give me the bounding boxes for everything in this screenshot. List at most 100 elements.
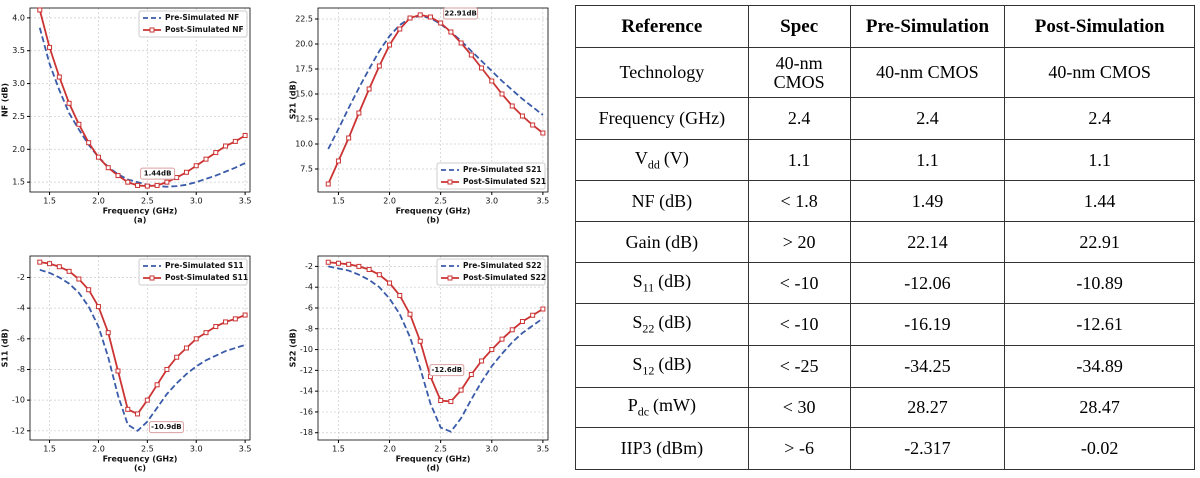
x-tick-label: 1.5 <box>332 197 345 206</box>
y-tick-label: 7.5 <box>300 165 313 174</box>
table-cell: -12.61 <box>1004 303 1195 346</box>
y-tick-label: 4.0 <box>12 13 25 22</box>
param-unit: (dB) <box>658 270 692 291</box>
data-point <box>509 327 515 333</box>
table-cell: 40-nm CMOS <box>849 47 1006 98</box>
plot-frame <box>317 7 549 193</box>
param-unit: (dB) <box>658 354 692 375</box>
data-point <box>95 304 101 310</box>
x-axis-label: Frequency (GHz) <box>103 207 178 216</box>
table-cell: 28.27 <box>849 387 1006 428</box>
y-tick-label: -16 <box>300 407 313 416</box>
x-axis-label: Frequency (GHz) <box>396 207 471 216</box>
y-tick-label: -2 <box>17 273 25 282</box>
x-tick-label: 2.5 <box>434 197 447 206</box>
data-point <box>193 163 199 169</box>
plot-frame <box>317 255 549 441</box>
header-cell: Spec <box>747 5 851 48</box>
table-cell: > 20 <box>747 221 851 263</box>
data-point <box>366 86 372 92</box>
data-point <box>125 406 131 412</box>
data-point <box>164 179 170 185</box>
data-point <box>366 267 372 273</box>
y-tick-label: -6 <box>17 334 25 343</box>
x-tick-label: 3.0 <box>485 445 498 454</box>
legend-label: Pre-Simulated S22 <box>463 261 542 270</box>
data-point <box>427 14 433 20</box>
data-point <box>417 338 423 344</box>
data-point <box>479 358 485 364</box>
annotation: -10.9dB <box>151 423 182 431</box>
y-axis-label: S22 (dB) <box>289 329 298 368</box>
data-point <box>509 103 515 109</box>
data-point <box>213 150 219 156</box>
table-row: S11 (dB) < -10 -12.06 -10.89 <box>575 262 1195 304</box>
data-point <box>135 182 141 188</box>
x-tick-label: 1.5 <box>332 445 345 454</box>
table-cell: IIP3 (dBm) <box>575 427 749 470</box>
data-point <box>448 29 454 35</box>
data-point <box>86 140 92 146</box>
x-tick-label: 2.0 <box>383 445 396 454</box>
legend-label: Post-Simulated S22 <box>463 273 546 282</box>
y-tick-label: -10 <box>12 396 25 405</box>
data-point <box>174 354 180 360</box>
data-point <box>125 179 131 185</box>
x-tick-label: 3.0 <box>485 197 498 206</box>
y-tick-label: 2.5 <box>12 112 25 121</box>
x-tick-label: 3.5 <box>537 197 550 206</box>
x-tick-label: 3.0 <box>190 445 203 454</box>
annotation: 1.44dB <box>144 170 172 178</box>
table-cell: Pdc (mW) <box>575 387 749 428</box>
y-tick-label: -10 <box>300 345 313 354</box>
table-row: Gain (dB) > 20 22.14 22.91 <box>575 221 1195 263</box>
series-line <box>39 261 246 416</box>
legend-marker <box>149 275 155 281</box>
y-tick-label: 10.0 <box>295 140 313 149</box>
data-point <box>56 264 62 270</box>
x-tick-label: 3.5 <box>239 197 252 206</box>
param-name: S <box>632 270 643 291</box>
table-row: Frequency (GHz) 2.4 2.4 2.4 <box>575 97 1195 140</box>
caption: (a) <box>134 216 147 225</box>
data-point <box>407 311 413 317</box>
data-point <box>417 12 423 18</box>
header-cell: Reference <box>575 5 749 48</box>
data-point <box>335 158 341 164</box>
table-cell: 1.49 <box>849 180 1006 222</box>
param-name: V <box>634 147 648 168</box>
table-cell: S22 (dB) <box>575 303 749 346</box>
data-point <box>242 132 248 138</box>
annotation-box <box>443 7 479 20</box>
data-point <box>135 411 141 417</box>
data-point <box>499 91 505 97</box>
data-point <box>183 345 189 351</box>
data-point <box>346 135 352 141</box>
table-cell: 22.91 <box>1004 221 1195 263</box>
y-tick-label: 2.0 <box>12 145 25 154</box>
y-tick-label: -8 <box>17 365 25 374</box>
annotation: -12.6dB <box>432 366 463 374</box>
y-tick-label: -18 <box>300 428 313 437</box>
legend-label: Post-Simulated S11 <box>165 273 248 282</box>
table-cell: -34.89 <box>1004 345 1195 388</box>
y-tick-label: 20.0 <box>295 40 313 49</box>
data-point <box>458 40 464 46</box>
figure: 1.5 2.0 2.5 3.0 3.5 1.5 2.0 2.5 3.0 3.5 4.0 Pre-Sim… <box>1 7 550 473</box>
data-point <box>346 261 352 267</box>
data-point <box>203 330 209 336</box>
table-cell: -0.02 <box>1004 427 1195 470</box>
annotation-box <box>148 421 184 434</box>
x-axis-label: Frequency (GHz) <box>396 455 471 464</box>
data-point <box>144 397 150 403</box>
data-point <box>76 121 82 127</box>
table-cell: S11 (dB) <box>575 262 749 304</box>
y-tick-label: -12 <box>300 366 313 375</box>
data-point <box>76 276 82 282</box>
legend-box <box>436 258 546 286</box>
series-line <box>39 268 246 432</box>
x-tick-label: 3.5 <box>537 445 550 454</box>
data-point <box>37 259 43 265</box>
header-cell: Post-Simulation <box>1004 5 1195 48</box>
